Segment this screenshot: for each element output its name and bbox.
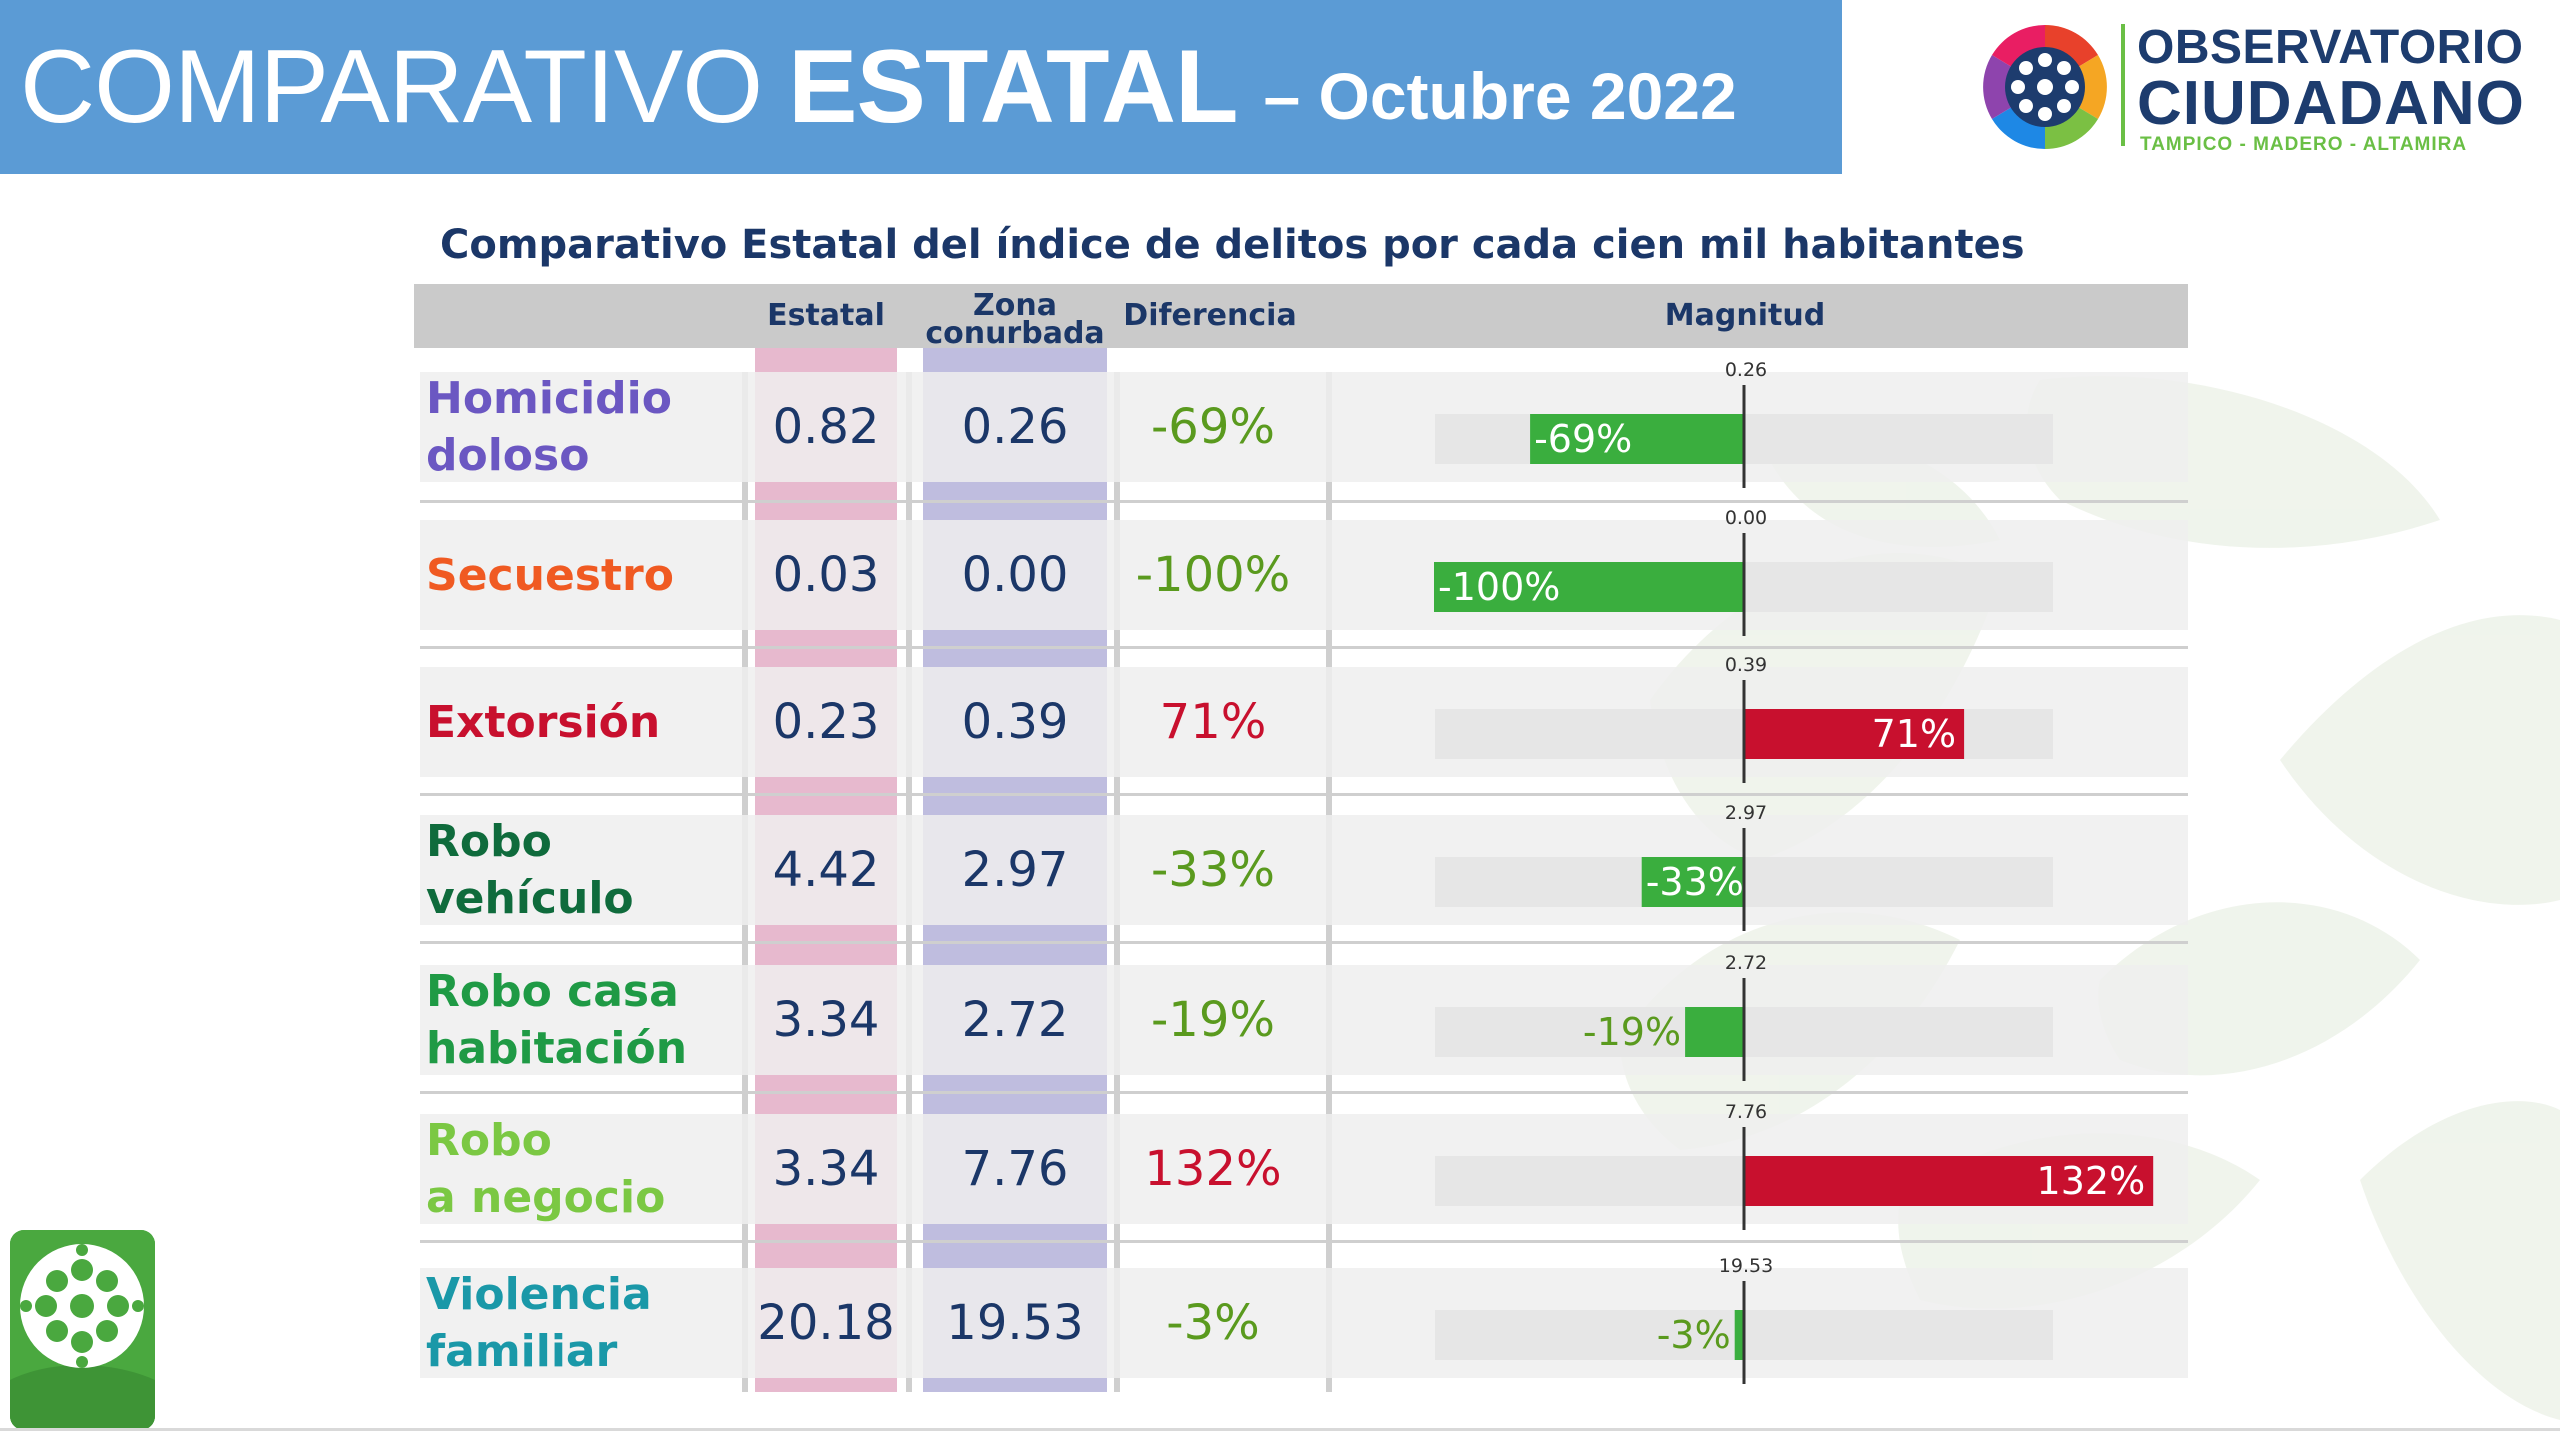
diferencia-value: -19% xyxy=(1150,992,1275,1048)
row-divider xyxy=(420,646,2188,649)
crime-label-line: Violencia xyxy=(426,1269,652,1320)
magnitude-bar xyxy=(1641,857,1744,907)
magnitude-bar-label: 71% xyxy=(1872,712,1956,756)
footer-logo xyxy=(10,1230,155,1430)
magnitude-bar xyxy=(1734,1310,1744,1360)
title-banner: COMPARATIVO ESTATAL – Octubre 2022 xyxy=(0,0,1842,174)
crime-label-line: vehículo xyxy=(426,873,634,924)
zona-value: 2.97 xyxy=(961,842,1069,898)
crime-label-line: a negocio xyxy=(426,1172,666,1223)
estatal-value: 3.34 xyxy=(772,1141,880,1197)
row-divider xyxy=(420,1091,2188,1094)
footer-flower-icon xyxy=(10,1230,155,1430)
logo-line-3: TAMPICO - MADERO - ALTAMIRA xyxy=(2140,134,2468,155)
crime-label-line: Robo casa xyxy=(426,966,679,1017)
estatal-value: 0.82 xyxy=(772,399,880,455)
estatal-value: 4.42 xyxy=(772,842,880,898)
crime-label-line: Secuestro xyxy=(426,549,674,601)
zona-value: 19.53 xyxy=(946,1295,1084,1351)
row-divider xyxy=(420,1240,2188,1243)
crime-label: Secuestro xyxy=(426,520,674,630)
observatorio-logo: OBSERVATORIO CIUDADANO TAMPICO - MADERO … xyxy=(1980,18,2524,158)
logo-separator xyxy=(2121,24,2125,146)
flower-logo-icon xyxy=(1983,25,2107,149)
estatal-value: 0.03 xyxy=(772,547,880,603)
crime-label-line: doloso xyxy=(426,430,590,481)
header-diferencia: Diferencia xyxy=(1123,298,1297,333)
table-header-bar xyxy=(414,284,2188,348)
header-magnitud: Magnitud xyxy=(1664,298,1826,333)
diferencia-value: 132% xyxy=(1144,1141,1282,1197)
crime-label-line: familiar xyxy=(426,1326,618,1377)
diferencia-value: -3% xyxy=(1166,1295,1260,1351)
magnitude-bar-label: -33% xyxy=(1646,860,1744,904)
magnitude-bar-label: -69% xyxy=(1534,417,1632,461)
page-title-bold: ESTATAL xyxy=(788,28,1238,145)
page-title-date: – Octubre 2022 xyxy=(1263,59,1737,133)
zona-value: 7.76 xyxy=(961,1141,1069,1197)
estatal-value: 3.34 xyxy=(772,992,880,1048)
chart-title: Comparativo Estatal del índice de delito… xyxy=(440,222,2025,268)
row-divider xyxy=(420,941,2188,944)
magnitude-bar-label: -100% xyxy=(1438,565,1560,609)
zona-value: 0.26 xyxy=(961,399,1069,455)
crime-label: Robo vehículo xyxy=(426,815,634,925)
row-divider xyxy=(420,793,2188,796)
magnitude-bar xyxy=(1530,414,1744,464)
magnitude-zona-label: 0.26 xyxy=(1725,359,1767,381)
page-title-normal: COMPARATIVO xyxy=(20,28,763,145)
logo-line-1: OBSERVATORIO xyxy=(2137,21,2524,74)
magnitude-zona-label: 0.00 xyxy=(1725,507,1767,529)
footer-divider xyxy=(0,1428,2560,1431)
crime-label-line: Robo xyxy=(426,816,552,867)
header-zona-conurbada: Zona conurbada xyxy=(925,288,1105,351)
magnitude-zona-label: 0.39 xyxy=(1725,654,1767,676)
magnitude-zona-label: 19.53 xyxy=(1719,1255,1773,1277)
crime-label-line: Extorsión xyxy=(426,696,661,748)
crime-label: Extorsión xyxy=(426,667,660,777)
magnitude-bar xyxy=(1744,709,1965,759)
crime-label: Violencia familiar xyxy=(426,1268,652,1378)
magnitude-zona-label: 2.72 xyxy=(1725,952,1767,974)
crime-label: Homicidio doloso xyxy=(426,372,672,482)
diferencia-value: -100% xyxy=(1135,547,1291,603)
row-divider xyxy=(420,500,2188,503)
estatal-value: 0.23 xyxy=(772,694,880,750)
crime-label: Robo a negocio xyxy=(426,1114,665,1224)
magnitude-bar-label: -19% xyxy=(1583,1010,1681,1054)
crime-label-line: Robo xyxy=(426,1115,552,1166)
crime-label: Robo casa habitación xyxy=(426,965,687,1075)
crime-label-line: Homicidio xyxy=(426,373,672,424)
zona-value: 0.39 xyxy=(961,694,1069,750)
diferencia-value: -69% xyxy=(1150,399,1275,455)
magnitude-zona-label: 2.97 xyxy=(1725,802,1767,824)
magnitude-bar xyxy=(1685,1007,1744,1057)
zona-value: 0.00 xyxy=(961,547,1069,603)
estatal-value: 20.18 xyxy=(757,1295,895,1351)
crime-label-line: habitación xyxy=(426,1023,688,1074)
magnitude-bar-label: 132% xyxy=(2037,1159,2146,1203)
magnitude-bar-label: -3% xyxy=(1657,1313,1731,1357)
zona-value: 2.72 xyxy=(961,992,1069,1048)
diferencia-value: -33% xyxy=(1150,842,1275,898)
magnitude-bar xyxy=(1744,1156,2154,1206)
magnitude-zona-label: 7.76 xyxy=(1725,1101,1767,1123)
diferencia-value: 71% xyxy=(1159,694,1267,750)
header-estatal: Estatal xyxy=(767,298,885,333)
logo-line-2: CIUDADANO xyxy=(2137,69,2525,138)
magnitude-bar xyxy=(1434,562,1744,612)
